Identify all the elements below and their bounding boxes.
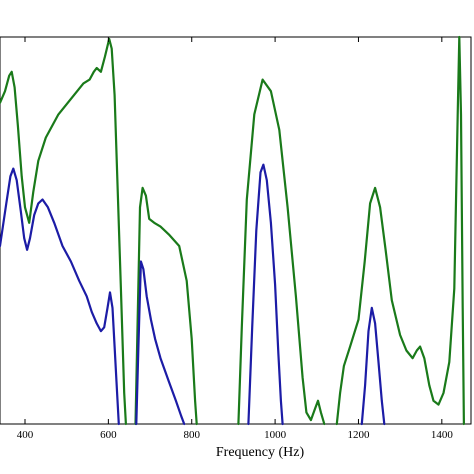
series-line-1 (0, 35, 465, 426)
x-tick-label: 400 (17, 429, 34, 441)
plot-frame (0, 36, 472, 425)
x-tick-label: 800 (183, 429, 200, 441)
series-layer (0, 35, 465, 426)
x-axis-label: Frequency (Hz) (216, 445, 305, 460)
series-line-2 (0, 163, 386, 426)
x-axis-ticks: 400 600 800 1000 1200 1400 (17, 37, 454, 441)
x-tick-label: 1000 (264, 429, 287, 441)
x-tick-label: 1200 (347, 429, 370, 441)
plot-area: 400 600 800 1000 1200 1400 (0, 35, 472, 441)
x-tick-label: 600 (100, 429, 117, 441)
x-tick-label: 1400 (431, 429, 454, 441)
